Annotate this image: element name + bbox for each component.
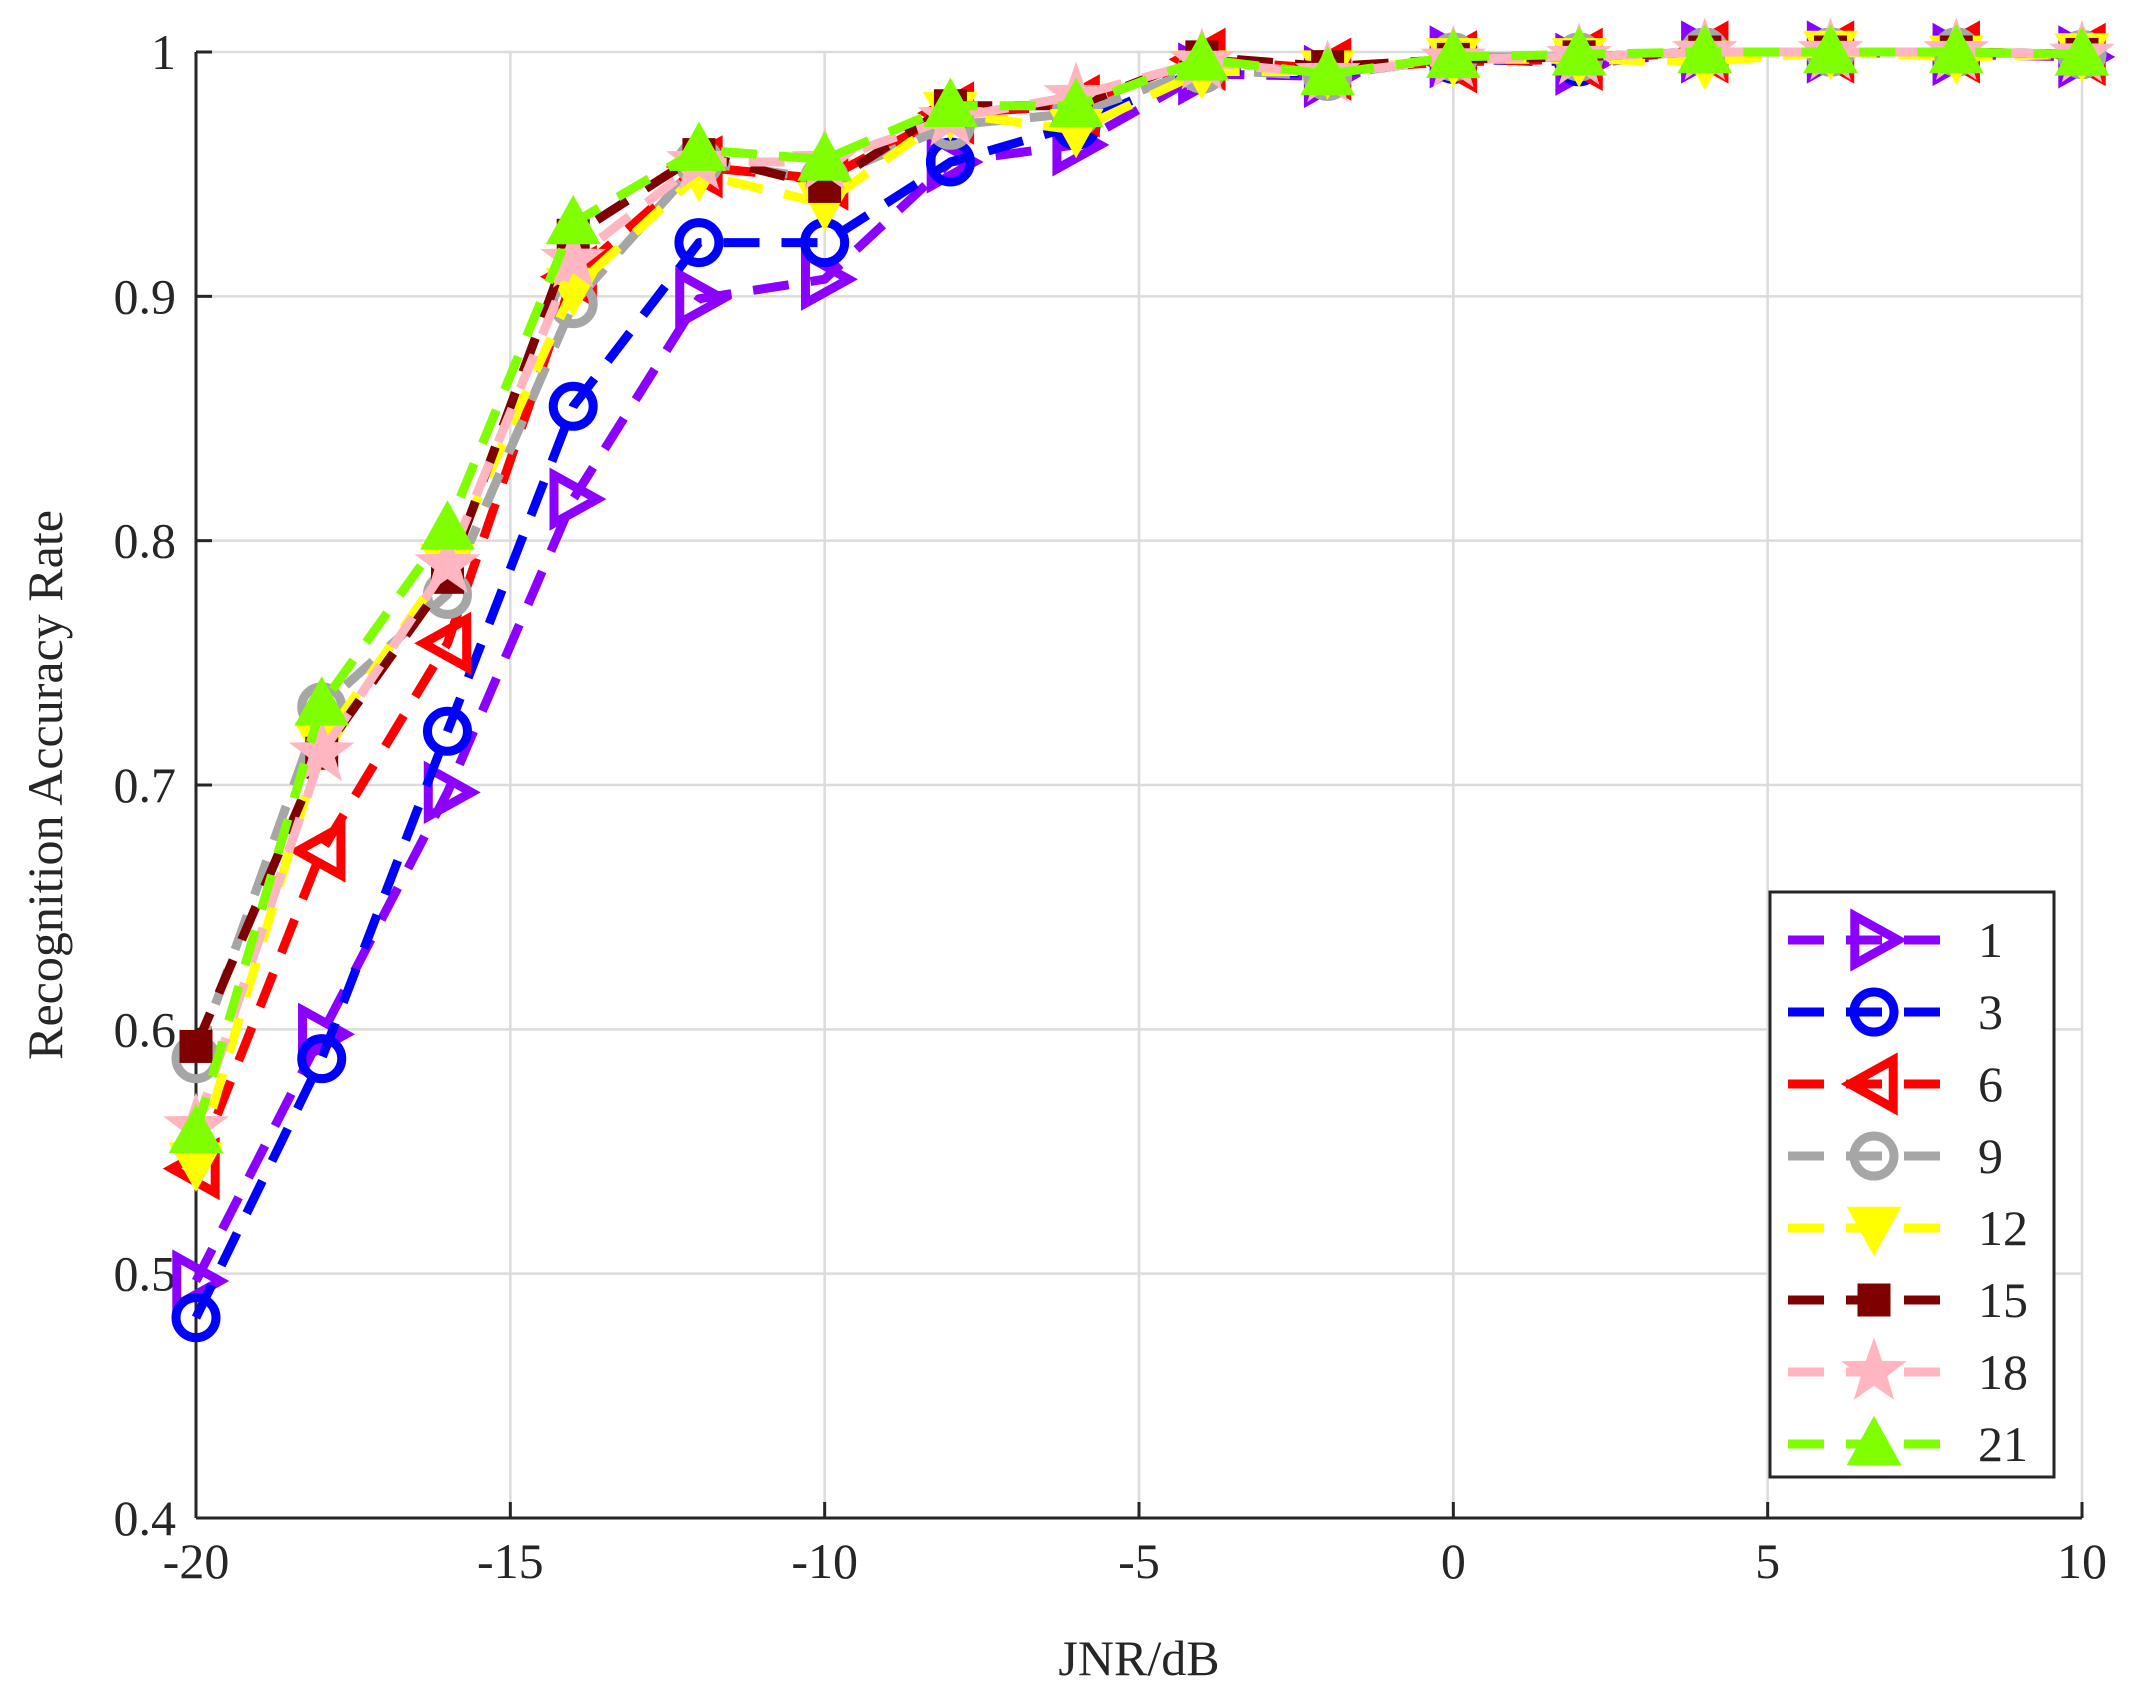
y-tick-label: 1 <box>151 24 176 80</box>
legend-marker <box>1849 1131 1899 1181</box>
data-point-21 <box>671 121 727 171</box>
series-line-1 <box>191 47 2083 1284</box>
legend-marker <box>1849 987 1899 1037</box>
data-point-21 <box>294 676 350 726</box>
x-tick-label: -10 <box>791 1533 858 1589</box>
legend-label: 1 <box>1978 912 2003 968</box>
legend-marker <box>1846 1206 1902 1257</box>
data-point-21 <box>1803 23 1858 74</box>
y-tick-label: 0.7 <box>114 757 177 813</box>
legend-item-15: 15 <box>1788 1272 2028 1328</box>
legend-item-3: 3 <box>1788 984 2003 1040</box>
legend-label: 15 <box>1978 1272 2028 1328</box>
y-tick-label: 0.9 <box>114 268 177 324</box>
data-point-21 <box>2054 26 2110 76</box>
legend-item-6: 6 <box>1788 1052 2003 1116</box>
legend-label: 21 <box>1978 1416 2028 1472</box>
legend-box <box>1768 890 2056 1479</box>
legend-label: 12 <box>1978 1200 2028 1256</box>
data-point-3 <box>674 218 724 268</box>
legend-label: 9 <box>1978 1128 2003 1184</box>
data-point-21 <box>168 1103 224 1154</box>
data-point-3 <box>171 1293 221 1343</box>
y-tick-label: 0.6 <box>114 1001 177 1057</box>
x-axis-label: JNR/dB <box>1058 1630 1219 1686</box>
data-point-21 <box>1048 77 1104 127</box>
data-point-15 <box>179 1029 213 1063</box>
legend-item-18: 18 <box>1788 1337 2028 1401</box>
data-point-6 <box>414 611 472 675</box>
legend-marker <box>1850 908 1908 972</box>
y-axis-label: Recognition Accuracy Rate <box>17 510 73 1060</box>
y-tick-label: 0.8 <box>114 513 177 569</box>
legend-label: 6 <box>1978 1056 2003 1112</box>
x-tick-label: -20 <box>163 1533 230 1589</box>
legend-label: 3 <box>1978 984 2003 1040</box>
x-tick-label: 10 <box>2057 1533 2107 1589</box>
x-tick-label: -15 <box>477 1533 544 1589</box>
legend: 1 3 6 9 12 15 18 21 <box>1768 890 2056 1479</box>
series-line-21 <box>191 47 2083 1134</box>
data-point-18 <box>540 225 607 288</box>
data-point-1 <box>423 760 481 824</box>
data-point-21 <box>797 131 853 181</box>
legend-label: 18 <box>1978 1344 2028 1400</box>
legend-item-12: 12 <box>1788 1200 2028 1257</box>
y-tick-label: 0.5 <box>114 1246 177 1302</box>
data-point-18 <box>288 718 355 782</box>
data-point-1 <box>675 267 733 331</box>
data-point-3 <box>548 381 598 431</box>
data-point-1 <box>549 467 607 531</box>
data-point-21 <box>923 77 978 127</box>
data-point-21 <box>1425 28 1481 79</box>
series-line-3 <box>191 47 2083 1320</box>
data-point-21 <box>420 500 475 550</box>
data-point-21 <box>1677 23 1733 74</box>
legend-marker <box>1846 1415 1902 1466</box>
legend-marker <box>1857 1283 1891 1317</box>
data-point-3 <box>422 706 472 756</box>
tick-labels: -20 -15 -10 -5 0 5 10 0.4 0.5 0.6 0.7 0.8 0.9 1 <box>114 24 2108 1589</box>
series-line-9 <box>191 47 2083 1061</box>
data-point-3 <box>297 1034 347 1084</box>
legend-marker <box>1840 1052 1898 1116</box>
series-line-18 <box>191 47 2083 1129</box>
y-tick-label: 0.4 <box>114 1490 177 1546</box>
legend-item-21: 21 <box>1788 1415 2028 1472</box>
x-tick-label: -5 <box>1118 1533 1160 1589</box>
data-point-1 <box>800 247 858 311</box>
legend-marker <box>1841 1337 1907 1401</box>
data-point-18 <box>414 530 481 594</box>
data-point-21 <box>1928 23 1984 74</box>
legend-item-9: 9 <box>1788 1128 2003 1184</box>
x-tick-label: 5 <box>1755 1533 1780 1589</box>
data-point-21 <box>1551 26 1607 76</box>
series-group <box>162 17 2116 1343</box>
data-point-21 <box>545 194 601 245</box>
x-tick-label: 0 <box>1441 1533 1466 1589</box>
legend-item-1: 1 <box>1788 908 2003 972</box>
data-point-6 <box>288 819 346 883</box>
data-point-21 <box>1174 31 1230 81</box>
data-point-21 <box>1300 45 1355 96</box>
series-21 <box>168 23 2110 1154</box>
data-point-1 <box>172 1249 230 1313</box>
